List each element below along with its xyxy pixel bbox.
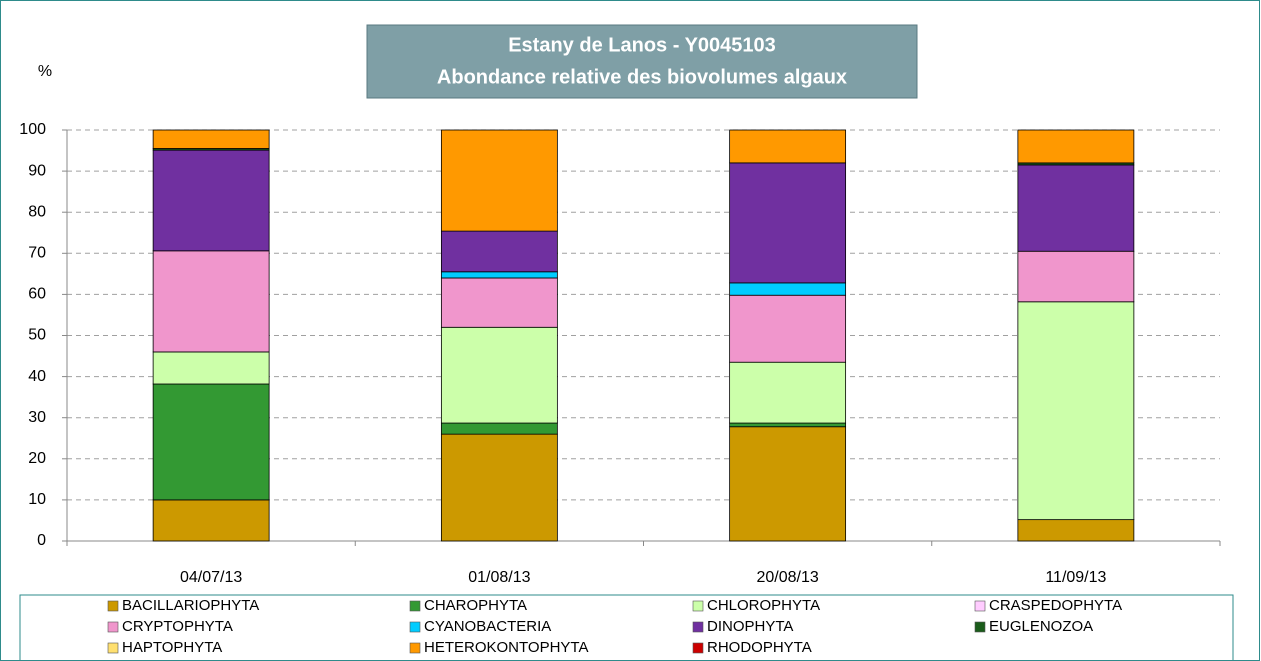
legend-swatch bbox=[107, 621, 119, 633]
bar-segment bbox=[440, 433, 558, 542]
bar-segment bbox=[1017, 164, 1135, 252]
x-tick-label: 20/08/13 bbox=[756, 569, 818, 586]
y-tick-label: 50 bbox=[28, 327, 46, 344]
bar-segment bbox=[440, 230, 558, 273]
legend-swatch bbox=[107, 642, 119, 654]
bar-segment bbox=[152, 499, 270, 542]
x-tick-label: 01/08/13 bbox=[468, 569, 530, 586]
x-tick-label: 04/07/13 bbox=[180, 569, 242, 586]
legend-swatch bbox=[974, 600, 986, 612]
bar-segment bbox=[729, 129, 847, 164]
y-tick-label: 100 bbox=[19, 121, 46, 138]
legend-label: CHLOROPHYTA bbox=[707, 597, 820, 614]
bar-segment bbox=[729, 422, 847, 428]
y-tick-label: 40 bbox=[28, 368, 46, 385]
legend-label: CYANOBACTERIA bbox=[424, 618, 551, 635]
y-axis-label: % bbox=[38, 63, 52, 80]
bar-segment bbox=[152, 383, 270, 501]
title-box bbox=[366, 24, 918, 99]
bar-segment bbox=[440, 271, 558, 279]
legend-box bbox=[19, 594, 1234, 661]
legend-swatch bbox=[409, 642, 421, 654]
y-tick-label: 20 bbox=[28, 450, 46, 467]
bar-segment bbox=[440, 129, 558, 232]
bar-segment bbox=[1017, 129, 1135, 164]
bar-segment bbox=[440, 326, 558, 424]
bar-segment bbox=[152, 149, 270, 252]
legend-swatch bbox=[692, 600, 704, 612]
y-tick-label: 60 bbox=[28, 286, 46, 303]
legend-swatch bbox=[409, 621, 421, 633]
legend-label: HETEROKONTOPHYTA bbox=[424, 639, 588, 656]
bar-segment bbox=[729, 282, 847, 296]
x-tick-label: 11/09/13 bbox=[1045, 569, 1106, 586]
y-tick-label: 0 bbox=[37, 532, 46, 549]
bar-segment bbox=[1017, 250, 1135, 303]
bar-segment bbox=[440, 277, 558, 328]
y-tick-label: 80 bbox=[28, 203, 46, 220]
legend-label: CHAROPHYTA bbox=[424, 597, 527, 614]
bar-segment bbox=[729, 426, 847, 542]
bar-segment bbox=[729, 361, 847, 424]
bar-segment bbox=[152, 351, 270, 385]
y-tick-label: 90 bbox=[28, 162, 46, 179]
bar-segment bbox=[729, 162, 847, 284]
y-tick-label: 30 bbox=[28, 409, 46, 426]
chart-title: Estany de Lanos - Y0045103 bbox=[508, 34, 776, 56]
bar-segment bbox=[1017, 519, 1135, 542]
y-tick-label: 10 bbox=[28, 491, 46, 508]
legend-label: RHODOPHYTA bbox=[707, 639, 812, 656]
bar-segment bbox=[1017, 301, 1135, 521]
legend-label: CRASPEDOPHYTA bbox=[989, 597, 1122, 614]
legend-swatch bbox=[409, 600, 421, 612]
chart-subtitle: Abondance relative des biovolumes algaux bbox=[437, 66, 847, 88]
legend-swatch bbox=[974, 621, 986, 633]
legend-label: CRYPTOPHYTA bbox=[122, 618, 233, 635]
legend-swatch bbox=[692, 621, 704, 633]
bar-segment bbox=[440, 422, 558, 435]
bar-segment bbox=[152, 129, 270, 149]
legend-swatch bbox=[107, 600, 119, 612]
legend-swatch bbox=[692, 642, 704, 654]
y-tick-label: 70 bbox=[28, 245, 46, 262]
bar-segment bbox=[729, 294, 847, 363]
legend-label: EUGLENOZOA bbox=[989, 618, 1093, 635]
legend-label: HAPTOPHYTA bbox=[122, 639, 222, 656]
legend-label: BACILLARIOPHYTA bbox=[122, 597, 259, 614]
bar-segment bbox=[152, 250, 270, 353]
legend-label: DINOPHYTA bbox=[707, 618, 793, 635]
